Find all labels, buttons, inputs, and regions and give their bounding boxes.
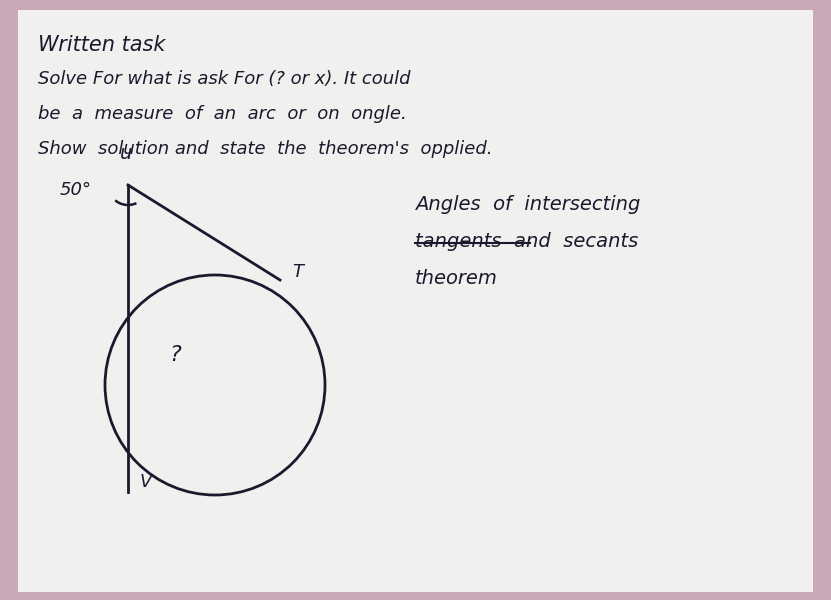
Text: u: u xyxy=(120,144,132,163)
Text: Written task: Written task xyxy=(38,35,165,55)
Text: theorem: theorem xyxy=(415,269,498,288)
FancyBboxPatch shape xyxy=(18,10,813,592)
Text: Solve For what is ask For (? or x). It could: Solve For what is ask For (? or x). It c… xyxy=(38,70,411,88)
Text: V: V xyxy=(140,473,152,491)
Text: Show  solution and  state  the  theorem's  opplied.: Show solution and state the theorem's op… xyxy=(38,140,493,158)
Text: be  a  measure  of  an  arc  or  on  ongle.: be a measure of an arc or on ongle. xyxy=(38,105,406,123)
Text: 50°: 50° xyxy=(60,181,92,199)
Text: T: T xyxy=(293,263,303,281)
Text: Angles  of  intersecting: Angles of intersecting xyxy=(415,195,641,214)
Text: tangents  and  secants: tangents and secants xyxy=(415,232,638,251)
Text: ?: ? xyxy=(170,345,181,365)
